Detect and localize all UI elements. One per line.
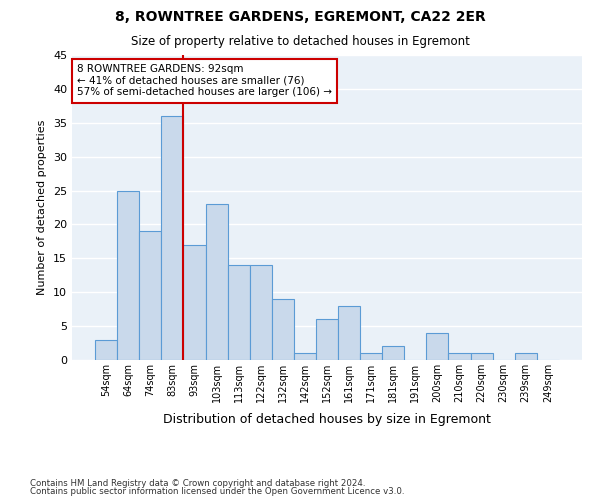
Bar [427, 333, 448, 360]
Bar [360, 353, 382, 360]
Bar [161, 116, 184, 360]
Bar [250, 265, 272, 360]
Bar [448, 353, 470, 360]
Text: Size of property relative to detached houses in Egremont: Size of property relative to detached ho… [131, 35, 469, 48]
Bar [206, 204, 227, 360]
Bar [316, 320, 338, 360]
Bar [338, 306, 360, 360]
Bar [272, 299, 294, 360]
Text: 8 ROWNTREE GARDENS: 92sqm
← 41% of detached houses are smaller (76)
57% of semi-: 8 ROWNTREE GARDENS: 92sqm ← 41% of detac… [77, 64, 332, 98]
Text: Contains HM Land Registry data © Crown copyright and database right 2024.: Contains HM Land Registry data © Crown c… [30, 478, 365, 488]
X-axis label: Distribution of detached houses by size in Egremont: Distribution of detached houses by size … [163, 414, 491, 426]
Bar [382, 346, 404, 360]
Bar [117, 190, 139, 360]
Bar [139, 231, 161, 360]
Bar [294, 353, 316, 360]
Bar [515, 353, 537, 360]
Bar [184, 245, 206, 360]
Bar [227, 265, 250, 360]
Text: Contains public sector information licensed under the Open Government Licence v3: Contains public sector information licen… [30, 487, 404, 496]
Bar [95, 340, 117, 360]
Y-axis label: Number of detached properties: Number of detached properties [37, 120, 47, 295]
Text: 8, ROWNTREE GARDENS, EGREMONT, CA22 2ER: 8, ROWNTREE GARDENS, EGREMONT, CA22 2ER [115, 10, 485, 24]
Bar [470, 353, 493, 360]
